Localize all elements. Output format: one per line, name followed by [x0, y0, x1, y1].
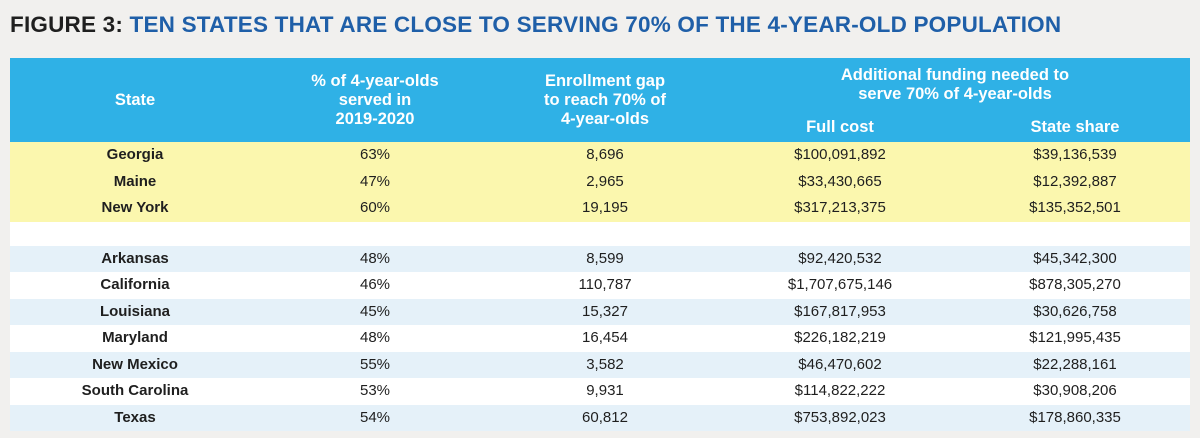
table-row: New York 60% 19,195 $317,213,375 $135,35…	[10, 195, 1190, 222]
header-funding-line1: Additional funding needed to	[840, 66, 1070, 84]
state-cell: Louisiana	[99, 302, 170, 320]
state-cell: California	[100, 276, 170, 293]
header-served: % of 4-year-olds served in 2019-2020	[260, 72, 490, 129]
state-cell: Georgia	[106, 146, 164, 163]
served-cell: 48%	[359, 249, 391, 267]
served-cell: 53%	[359, 382, 391, 399]
state-cell: Maine	[113, 172, 157, 190]
served-cell: 46%	[359, 276, 391, 293]
gap-cell: 16,454	[582, 329, 628, 346]
gap-cell: 19,195	[582, 199, 628, 216]
state-cell: Maryland	[102, 329, 168, 346]
gap-cell: 9,931	[586, 382, 624, 399]
header-full-cost: Full cost	[806, 118, 874, 136]
header-served-line2: served in	[338, 91, 412, 109]
table-row: Maine 47% 2,965 $33,430,665 $12,392,887	[10, 168, 1190, 195]
table-row: Maryland 48% 16,454 $226,182,219 $121,99…	[10, 325, 1190, 352]
table-body: Georgia 63% 8,696 $100,091,892 $39,136,5…	[10, 142, 1190, 431]
states-table: State % of 4-year-olds served in 2019-20…	[10, 58, 1190, 431]
state-share-cell: $121,995,435	[1029, 329, 1121, 346]
state-share-cell: $39,136,539	[1033, 146, 1117, 163]
full-cost-cell: $753,892,023	[794, 408, 886, 426]
header-served-line1: % of 4-year-olds	[311, 72, 439, 90]
full-cost-cell: $114,822,222	[794, 382, 886, 399]
table-row: New Mexico 55% 3,582 $46,470,602 $22,288…	[10, 351, 1190, 378]
served-cell: 45%	[359, 302, 391, 320]
full-cost-cell: $1,707,675,146	[787, 276, 893, 293]
header-state-share: State share	[1030, 118, 1120, 136]
header-gap: Enrollment gap to reach 70% of 4-year-ol…	[490, 72, 720, 129]
gap-cell: 8,696	[586, 146, 624, 163]
served-cell: 63%	[359, 146, 391, 163]
gap-cell: 15,327	[582, 302, 628, 320]
state-cell: Arkansas	[101, 249, 169, 267]
state-cell: Texas	[114, 408, 156, 426]
state-share-cell: $22,288,161	[1033, 355, 1117, 373]
figure-heading: TEN STATES THAT ARE CLOSE TO SERVING 70%…	[129, 12, 1062, 37]
full-cost-cell: $100,091,892	[794, 146, 886, 163]
table-header: State % of 4-year-olds served in 2019-20…	[10, 58, 1190, 142]
table-row: Arkansas 48% 8,599 $92,420,532 $45,342,3…	[10, 245, 1190, 272]
header-state: State	[114, 91, 156, 109]
served-cell: 54%	[359, 408, 391, 426]
row-spacer	[10, 221, 1190, 246]
gap-cell: 3,582	[586, 355, 624, 373]
figure-number: FIGURE 3:	[10, 12, 124, 37]
full-cost-cell: $226,182,219	[794, 329, 886, 346]
table-row: Georgia 63% 8,696 $100,091,892 $39,136,5…	[10, 142, 1190, 169]
state-cell: New Mexico	[92, 355, 178, 373]
header-funding: Additional funding needed to serve 70% o…	[720, 66, 1190, 104]
gap-cell: 2,965	[586, 172, 624, 190]
table-row: Texas 54% 60,812 $753,892,023 $178,860,3…	[10, 404, 1190, 431]
header-funding-line2: serve 70% of 4-year-olds	[858, 85, 1052, 103]
full-cost-cell: $317,213,375	[794, 199, 886, 216]
figure-title: FIGURE 3: TEN STATES THAT ARE CLOSE TO S…	[10, 12, 1061, 38]
header-served-line3: 2019-2020	[335, 110, 415, 128]
full-cost-cell: $33,430,665	[798, 172, 882, 190]
table-row: Louisiana 45% 15,327 $167,817,953 $30,62…	[10, 298, 1190, 325]
table-row: South Carolina 53% 9,931 $114,822,222 $3…	[10, 378, 1190, 405]
header-gap-line2: to reach 70% of	[544, 91, 666, 109]
state-share-cell: $12,392,887	[1033, 172, 1117, 190]
state-cell: South Carolina	[81, 382, 189, 399]
full-cost-cell: $167,817,953	[794, 302, 886, 320]
gap-cell: 110,787	[578, 276, 632, 293]
served-cell: 47%	[359, 172, 391, 190]
gap-cell: 8,599	[586, 249, 624, 267]
header-gap-line3: 4-year-olds	[560, 110, 650, 128]
state-cell: New York	[101, 199, 169, 216]
state-share-cell: $45,342,300	[1033, 249, 1117, 267]
state-share-cell: $30,908,206	[1033, 382, 1117, 399]
gap-cell: 60,812	[582, 408, 628, 426]
full-cost-cell: $92,420,532	[798, 249, 882, 267]
state-share-cell: $178,860,335	[1029, 408, 1121, 426]
state-share-cell: $30,626,758	[1033, 302, 1117, 320]
state-share-cell: $878,305,270	[1029, 276, 1121, 293]
table-row: California 46% 110,787 $1,707,675,146 $8…	[10, 272, 1190, 299]
state-share-cell: $135,352,501	[1029, 199, 1121, 216]
full-cost-cell: $46,470,602	[798, 355, 882, 373]
served-cell: 60%	[359, 199, 391, 216]
served-cell: 48%	[359, 329, 391, 346]
header-gap-line1: Enrollment gap	[544, 72, 666, 90]
served-cell: 55%	[359, 355, 391, 373]
